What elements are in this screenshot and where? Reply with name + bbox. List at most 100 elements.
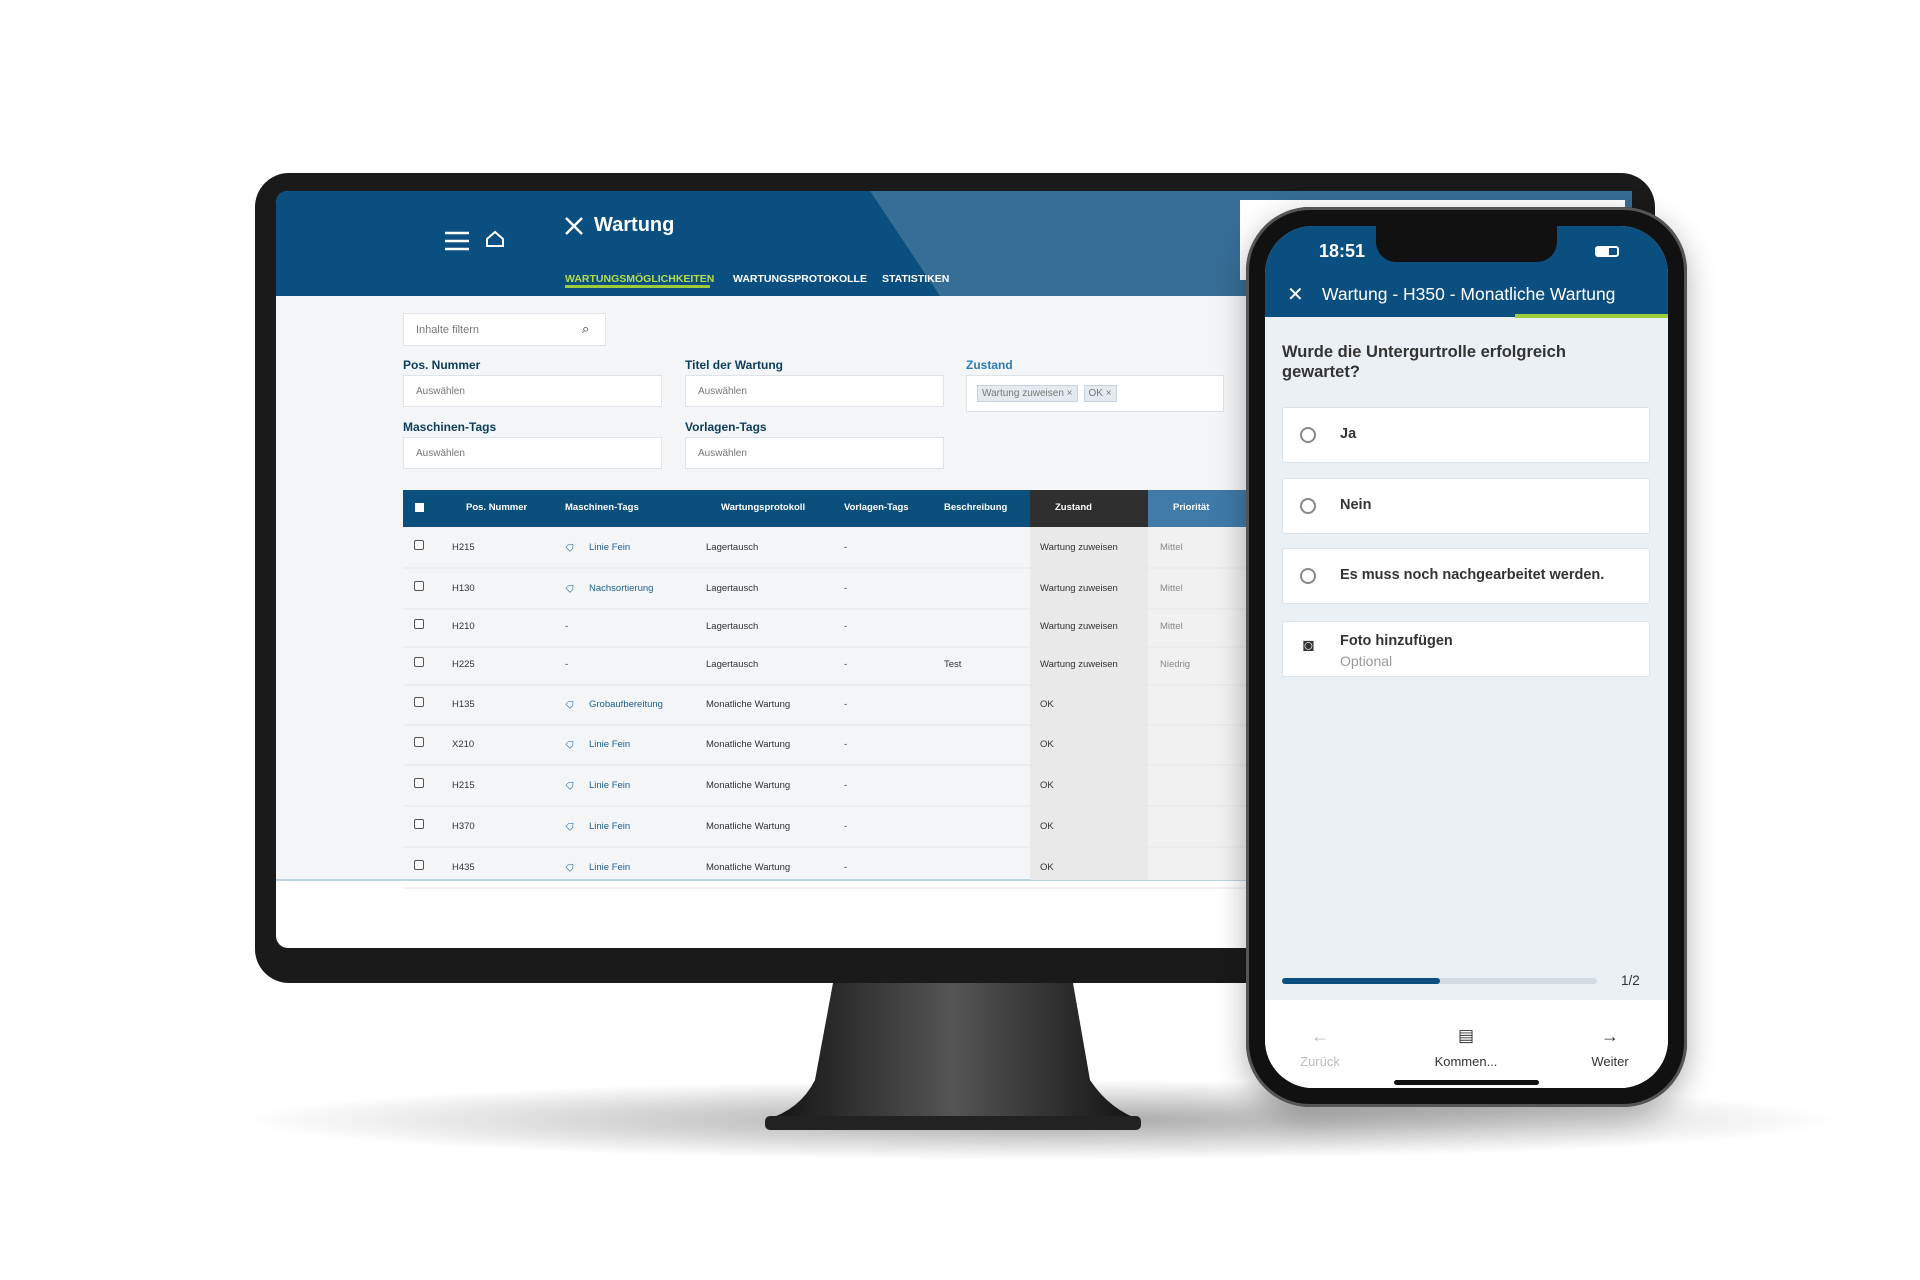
tools-icon [565,217,583,235]
row-checkbox[interactable] [414,657,424,667]
cell: Lagertausch [706,659,759,670]
placeholder: Inhalte filtern [416,323,479,336]
chip-text: OK [1088,388,1103,399]
column-header[interactable]: Vorlagen-Tags [844,502,909,513]
nav-button[interactable]: Kommen... [1434,1054,1498,1069]
row-checkbox[interactable] [414,619,424,629]
cell: Lagertausch [706,542,759,553]
row-checkbox[interactable] [414,581,424,591]
cell: - [844,699,848,710]
filter-input[interactable]: Auswählen [685,375,944,407]
cell[interactable]: Linie Fein [589,862,631,873]
option-label: Ja [1340,426,1357,442]
radio [1300,568,1316,584]
cell: - [844,821,848,832]
cell: Wartung zuweisen [1040,583,1118,594]
cell: H130 [452,583,475,594]
time: 18:51 [1319,241,1366,261]
cell[interactable]: Linie Fein [589,780,631,791]
option[interactable]: Nein [1282,478,1650,534]
row-checkbox[interactable] [414,737,424,747]
chip-text: Wartung zuweisen [982,388,1064,399]
cell: Lagertausch [706,583,759,594]
cell: - [565,659,569,670]
cell: - [844,862,848,873]
search-input[interactable]: Inhalte filtern [403,313,606,346]
filter-input[interactable]: Auswählen [403,437,662,469]
cell: Monatliche Wartung [706,699,791,710]
cell: - [844,739,848,750]
filter-label: Vorlagen-Tags [685,420,767,434]
priority-header [1148,490,1246,527]
filter-label: Maschinen-Tags [403,420,497,434]
photo-label: Foto hinzufügen [1340,633,1453,649]
tab[interactable]: WARTUNGSMÖGLICHKEITEN [565,273,715,285]
select-all[interactable] [415,503,424,512]
cell[interactable]: Linie Fein [589,542,631,553]
cell: OK [1040,821,1054,832]
cell: Wartung zuweisen [1040,542,1118,553]
nav-button[interactable]: Zurück [1300,1054,1340,1069]
cell: Monatliche Wartung [706,780,791,791]
back-icon: ← [1311,1026,1329,1046]
chip[interactable]: OK × [1083,385,1117,402]
photo-hint: Optional [1340,653,1393,669]
row-checkbox[interactable] [414,819,424,829]
comment-icon: ▤ [1457,1026,1475,1045]
row-checkbox[interactable] [414,860,424,870]
cell: Monatliche Wartung [706,862,791,873]
row-checkbox[interactable] [414,697,424,707]
search-icon: ⌕ [582,321,590,336]
placeholder: Auswählen [416,385,465,397]
cell: Mittel [1160,621,1183,632]
column-header[interactable]: Priorität [1173,502,1210,513]
photo-button[interactable]: ◙ Foto hinzufügen Optional [1282,621,1650,677]
filter-input[interactable]: Auswählen [685,437,944,469]
priority-column [1148,527,1246,880]
row-checkbox[interactable] [414,778,424,788]
bottom-nav [1265,1000,1668,1088]
cell[interactable]: Linie Fein [589,739,631,750]
placeholder: Auswählen [416,447,465,459]
option[interactable]: Es muss noch nachgearbeitet werden. [1282,548,1650,604]
cell: X210 [452,739,475,750]
filter-input[interactable]: Wartung zuweisen × OK × [966,375,1224,412]
close-button[interactable]: ✕ [1287,284,1304,306]
progress-fill [1282,978,1440,984]
column-header[interactable]: Wartungsprotokoll [721,502,806,513]
sorted-column [1030,527,1148,880]
cell: Wartung zuweisen [1040,621,1118,632]
stand-base [765,1116,1141,1130]
chip[interactable]: Wartung zuweisen × [977,385,1078,402]
column-header[interactable]: Zustand [1055,502,1092,513]
column-header[interactable]: Beschreibung [944,502,1008,513]
row-checkbox[interactable] [414,540,424,550]
cell: Test [944,659,962,670]
progress-text: 1/2 [1621,973,1640,988]
battery [1595,246,1619,257]
filter-label: Titel der Wartung [685,358,784,372]
cell: - [565,621,569,632]
placeholder: Auswählen [698,385,747,397]
home-icon [486,230,504,247]
tab[interactable]: WARTUNGSPROTOKOLLE [733,273,867,285]
cell: Mittel [1160,542,1183,553]
cell[interactable]: Grobaufbereitung [589,699,663,710]
option[interactable]: Ja [1282,407,1650,463]
cell[interactable]: Linie Fein [589,821,631,832]
nav-button[interactable]: Weiter [1591,1054,1629,1069]
radio [1300,498,1316,514]
column-header[interactable]: Pos. Nummer [466,502,528,513]
cell: - [844,659,848,670]
column-header[interactable]: Maschinen-Tags [565,502,639,513]
cell: H135 [452,699,475,710]
tab[interactable]: STATISTIKEN [882,273,950,285]
next-icon: → [1601,1026,1619,1046]
option-label: Es muss noch nachgearbeitet werden. [1340,567,1605,583]
filter-input[interactable]: Auswählen [403,375,662,407]
radio [1300,427,1316,443]
progress-track [1282,978,1597,984]
cell[interactable]: Nachsortierung [589,583,654,594]
cell: OK [1040,862,1054,873]
